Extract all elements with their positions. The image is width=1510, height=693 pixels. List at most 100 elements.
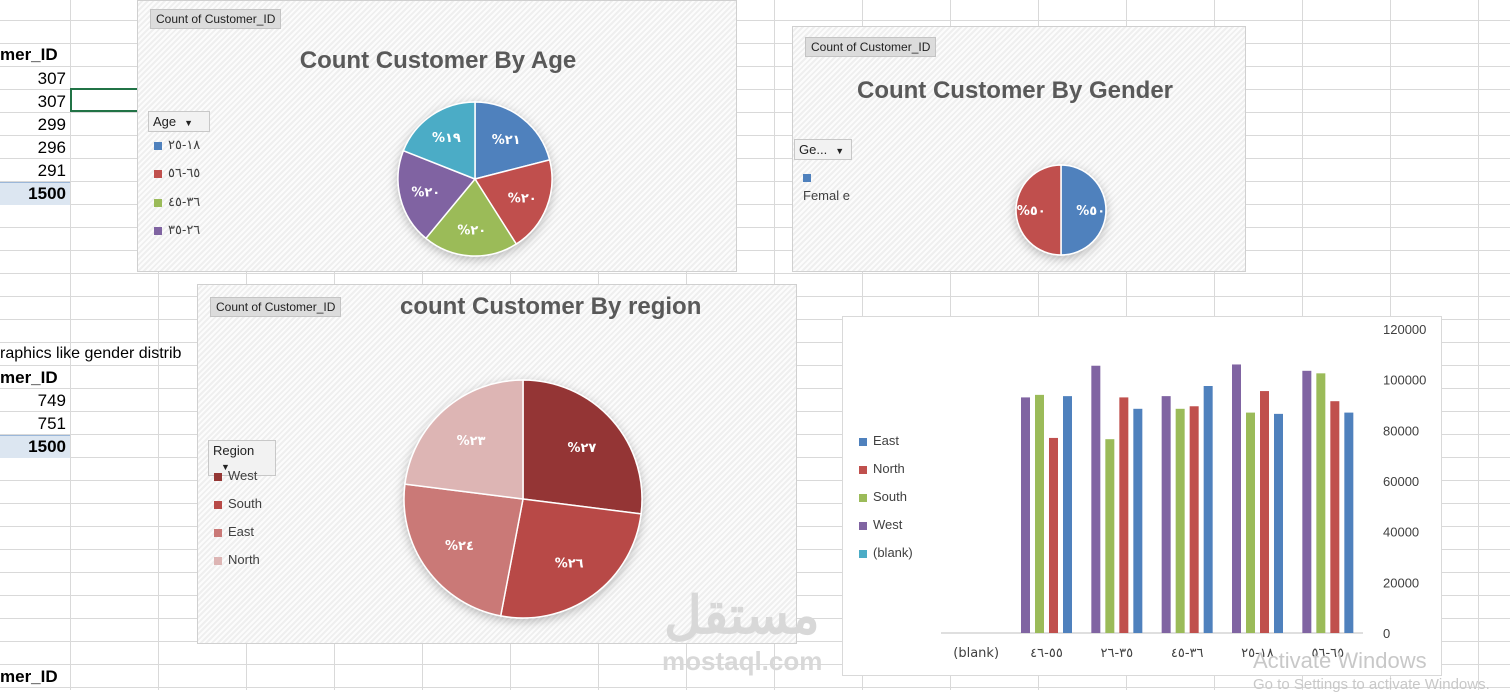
legend-label: North <box>228 552 260 567</box>
pivot-value: 307 <box>37 69 66 88</box>
legend-swatch <box>214 556 222 565</box>
bar-north <box>1119 397 1129 633</box>
gender-pie-slice-label: %٥٠ <box>1017 204 1046 219</box>
region-pie-svg: %٢٧ %٢٦ %٢٤ %٢٣ <box>403 379 643 619</box>
age-pie-slice <box>402 101 476 181</box>
bar-east <box>1274 413 1283 633</box>
bar-east <box>1344 412 1354 633</box>
legend-label: East <box>228 524 255 539</box>
region-age-bar-chart[interactable]: East North South West (blank) 0 20000 4000… <box>842 316 1442 676</box>
pivot-total-1: 1500 <box>28 184 66 203</box>
legend-swatch <box>214 528 222 537</box>
region-legend-item: North <box>214 552 260 567</box>
age-pie-chart[interactable]: Count of Customer_ID Count Customer By A… <box>137 0 737 272</box>
legend-swatch <box>859 437 867 446</box>
age-chart-title: Count Customer By Age <box>299 47 577 74</box>
bar-y-tick-label: 0 <box>1383 626 1390 641</box>
bar-north <box>1189 406 1199 633</box>
legend-swatch <box>154 198 162 207</box>
age-pie-slice <box>397 149 477 240</box>
legend-label: ١٨-٢٥ <box>168 137 201 152</box>
legend-label: East <box>873 433 900 448</box>
bar-legend-item: East <box>859 433 899 448</box>
sheet-note: raphics like gender distrib <box>0 345 182 362</box>
age-pie-slice-label: %٢٠ <box>457 224 486 239</box>
pivot-total-2: 1500 <box>28 437 66 456</box>
bar-legend-item: (blank) <box>859 545 913 560</box>
legend-label: ٦٥-٥٦ <box>168 165 201 180</box>
age-legend-item: ٦٥-٥٦ <box>154 165 200 181</box>
region-pie-chart[interactable]: Count of Customer_ID count Customer By r… <box>197 284 797 644</box>
age-pie-slice <box>473 158 553 246</box>
bar-y-tick-label: 60000 <box>1383 474 1419 489</box>
region-pie-slice-label: %٢٦ <box>555 557 584 572</box>
region-legend-filter-button[interactable]: Region ▼ <box>208 440 276 476</box>
region-field-button[interactable]: Count of Customer_ID <box>210 297 342 317</box>
dropdown-arrow-icon: ▼ <box>835 146 845 156</box>
age-pie-slice <box>424 177 518 257</box>
legend-swatch <box>154 141 162 150</box>
gender-pie-svg: %٥٠ %٥٠ <box>1015 164 1107 256</box>
bar-legend-item: South <box>859 489 907 504</box>
age-field-button[interactable]: Count of Customer_ID <box>150 9 282 29</box>
bar-chart-svg: 0 20000 40000 60000 80000 100000 120000 (blank)… <box>941 322 1426 661</box>
bar-east <box>1063 396 1072 633</box>
activate-windows-hint: Go to Settings to activate Windows. <box>1253 676 1490 693</box>
bar-y-tick-label: 120000 <box>1383 322 1426 337</box>
bar-y-tick-label: 20000 <box>1383 575 1419 590</box>
bar-north <box>1330 401 1340 633</box>
bar-west <box>1021 397 1030 633</box>
selected-cell[interactable] <box>70 88 140 112</box>
legend-swatch <box>859 465 867 474</box>
bar-legend-item: West <box>859 517 902 532</box>
age-pie-slices <box>397 101 553 257</box>
bar-north <box>1049 437 1058 633</box>
pivot-value: 291 <box>37 161 66 180</box>
bar-south <box>1246 412 1255 633</box>
legend-swatch <box>154 169 162 178</box>
dropdown-arrow-icon: ▼ <box>184 118 194 128</box>
gender-legend-filter-button[interactable]: Ge... ▼ <box>794 139 852 160</box>
total-row-background <box>0 435 70 458</box>
legend-label: Femal e <box>803 188 850 203</box>
gender-legend-item: Femal e <box>803 167 853 205</box>
bar-x-tick-label: ٦٥-٥٦ <box>1312 646 1345 661</box>
region-pie-slice <box>403 483 524 617</box>
bar-x-tick-label: ٣٥-٢٦ <box>1101 646 1134 661</box>
gender-pie-slice <box>1060 164 1107 256</box>
bar-west <box>1302 370 1312 633</box>
bar-x-tick-label: ٥٥-٤٦ <box>1030 646 1063 661</box>
bar-south <box>1105 439 1115 633</box>
region-pie-slice-label: %٢٧ <box>567 441 596 456</box>
bar-east <box>1133 408 1143 633</box>
age-legend-button-label: Age <box>153 114 177 129</box>
legend-label: ٢٦-٣٥ <box>168 222 201 237</box>
legend-label: West <box>228 468 258 483</box>
region-pie-slice <box>522 379 643 515</box>
pivot-header-2: mer_ID <box>0 368 58 387</box>
bar-west <box>1232 364 1241 633</box>
region-pie-slice <box>499 498 642 619</box>
gender-pie-chart[interactable]: Count of Customer_ID Count Customer By G… <box>792 26 1246 272</box>
legend-swatch <box>214 500 222 509</box>
age-legend-filter-button[interactable]: Age ▼ <box>148 111 210 132</box>
gender-pie-slice <box>1015 164 1062 256</box>
pivot-header-3: mer_ID <box>0 667 58 686</box>
region-chart-title: count Customer By region <box>400 293 702 320</box>
bar-y-tick-label: 80000 <box>1383 423 1419 438</box>
bar-y-tick-label: 100000 <box>1383 373 1426 388</box>
watermark-logo: مستقل <box>664 587 820 645</box>
gender-field-button[interactable]: Count of Customer_ID <box>805 37 937 57</box>
bar-west <box>1161 396 1171 633</box>
age-pie-slice-label: %٢٠ <box>508 192 537 207</box>
pivot-header-1: mer_ID <box>0 45 58 64</box>
age-pie-slice <box>474 101 551 180</box>
bar-south <box>1316 373 1326 633</box>
pivot-value: 749 <box>37 391 66 410</box>
legend-swatch <box>214 472 222 481</box>
bar-x-tick-label: ١٨-٢٥ <box>1241 646 1274 661</box>
legend-label: ٣٦-٤٥ <box>168 194 201 209</box>
bar-legend-item: North <box>859 461 905 476</box>
bar-x-tick-label: ٣٦-٤٥ <box>1171 646 1204 661</box>
age-legend-item: ١٨-٢٥ <box>154 137 200 153</box>
